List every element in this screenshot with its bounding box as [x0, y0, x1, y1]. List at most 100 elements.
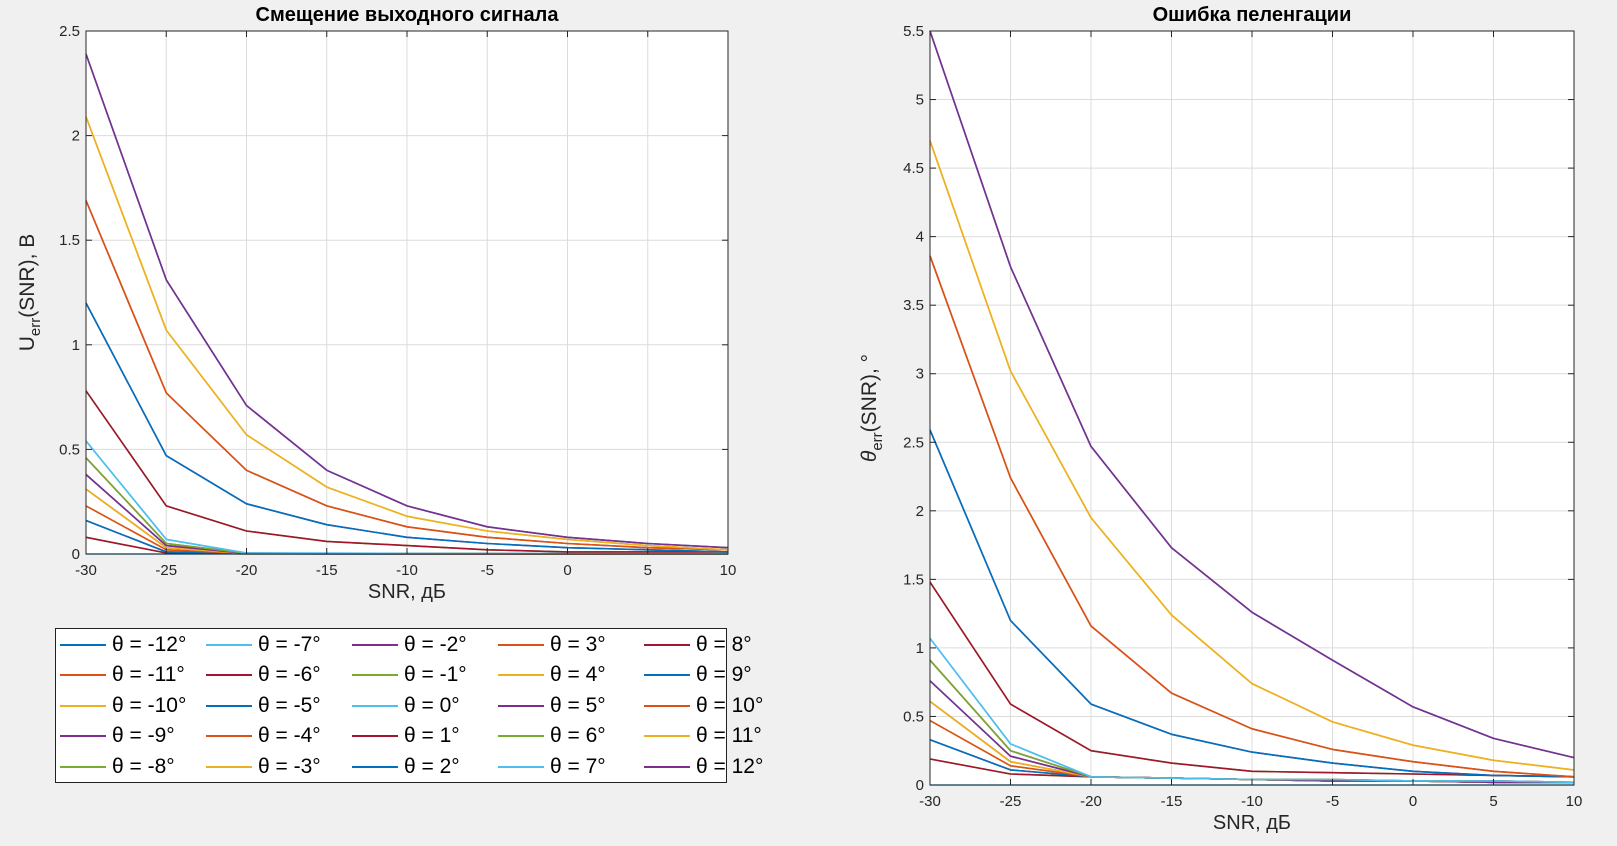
- y-axis-label: Uerr(SNR), В: [16, 234, 44, 352]
- legend-label: θ = 7°: [550, 754, 606, 778]
- legend-label: θ = -7°: [258, 632, 321, 656]
- legend-swatch: [60, 735, 106, 737]
- series-line: [85, 390, 728, 553]
- x-tick-label: 5: [644, 562, 652, 579]
- x-tick-label: -20: [236, 562, 258, 579]
- x-tick-label: -30: [919, 793, 941, 810]
- legend-item: θ = 3°: [498, 629, 606, 660]
- y-tick-label: 1: [916, 640, 924, 657]
- x-tick-label: 5: [1489, 793, 1497, 810]
- legend-label: θ = -1°: [404, 663, 467, 686]
- legend-label: θ = 5°: [550, 693, 606, 717]
- legend-item: θ = -1°: [352, 660, 467, 691]
- legend-label: θ = -8°: [112, 754, 175, 778]
- legend-item: θ = -11°: [60, 660, 185, 691]
- y-tick-label: 1.5: [903, 571, 924, 588]
- legend-item: θ = 2°: [352, 751, 460, 782]
- legend-item: θ = 6°: [498, 721, 606, 752]
- series-line: [929, 581, 1575, 778]
- legend-item: θ = -2°: [352, 629, 467, 660]
- legend-swatch: [60, 704, 106, 707]
- y-tick-label: 1: [72, 337, 80, 354]
- y-axis-label-rest: (SNR), °: [858, 354, 881, 432]
- legend-label: θ = 12°: [696, 754, 764, 778]
- legend-swatch: [498, 735, 544, 737]
- legend-item: θ = 9°: [644, 660, 752, 691]
- x-tick-label: -15: [1161, 793, 1183, 810]
- x-axis-label: SNR, дБ: [1213, 812, 1291, 834]
- x-tick-label: -25: [1000, 793, 1022, 810]
- x-tick-label: -25: [155, 562, 177, 579]
- legend-swatch: [644, 765, 690, 768]
- legend-item: θ = -4°: [206, 721, 321, 752]
- legend-label: θ = -5°: [258, 693, 321, 717]
- legend-swatch: [206, 674, 252, 676]
- y-tick-label: 2: [916, 503, 924, 520]
- x-tick-label: 0: [1409, 793, 1417, 810]
- legend-swatch: [206, 643, 252, 646]
- series-line: [929, 140, 1575, 771]
- series-line: [929, 429, 1575, 778]
- legend-swatch: [206, 704, 252, 707]
- legend-item: θ = 1°: [352, 721, 460, 752]
- series-line: [85, 200, 729, 551]
- legend-label: θ = 3°: [550, 632, 606, 656]
- y-tick-label: 3: [916, 366, 924, 383]
- y-tick-label: 0: [72, 546, 80, 563]
- y-tick-label: 0.5: [59, 441, 80, 458]
- legend-swatch: [60, 765, 106, 768]
- legend-label: θ = 8°: [696, 632, 752, 656]
- x-tick-label: -10: [1241, 793, 1263, 810]
- legend-item: θ = -3°: [206, 751, 321, 782]
- legend-item: θ = 0°: [352, 690, 460, 721]
- legend-swatch: [352, 765, 398, 768]
- legend-swatch: [498, 765, 544, 768]
- legend-swatch: [352, 704, 398, 707]
- chart-title: Смещение выходного сигнала: [256, 4, 560, 26]
- x-tick-label: -15: [316, 562, 338, 579]
- series-line: [85, 116, 729, 551]
- legend-label: θ = -10°: [112, 693, 187, 717]
- legend-swatch: [206, 735, 252, 737]
- series-line: [85, 302, 729, 553]
- y-axis-label-rest: (SNR), В: [16, 234, 39, 318]
- x-tick-label: 10: [1566, 793, 1583, 810]
- x-tick-label: -5: [481, 562, 494, 579]
- legend-item: θ = -9°: [60, 721, 175, 752]
- legend-label: θ = -4°: [258, 724, 321, 747]
- legend-swatch: [644, 735, 690, 737]
- y-axis-label: θerr(SNR), °: [858, 354, 886, 462]
- x-tick-label: 0: [563, 562, 571, 579]
- legend-label: θ = -2°: [404, 632, 467, 656]
- y-tick-label: 2: [72, 128, 80, 145]
- legend-item: θ = 8°: [644, 629, 752, 660]
- legend-label: θ = -11°: [112, 663, 185, 686]
- legend-item: θ = 5°: [498, 690, 606, 721]
- legend-label: θ = -12°: [112, 632, 187, 656]
- legend-item: θ = 12°: [644, 751, 763, 782]
- legend-label: θ = 11°: [696, 724, 762, 747]
- legend-item: θ = 7°: [498, 751, 606, 782]
- legend-item: θ = -8°: [60, 751, 175, 782]
- y-tick-label: 3.5: [903, 297, 924, 314]
- legend-label: θ = -9°: [112, 724, 175, 747]
- series-line: [929, 30, 1575, 759]
- legend-swatch: [498, 704, 544, 707]
- legend-label: θ = -6°: [258, 663, 321, 686]
- legend-item: θ = 4°: [498, 660, 606, 691]
- x-axis-label: SNR, дБ: [368, 581, 446, 603]
- legend-label: θ = -3°: [258, 754, 321, 778]
- y-axis-label-main: U: [16, 336, 39, 351]
- legend-label: θ = 10°: [696, 693, 764, 717]
- y-tick-label: 4.5: [903, 160, 924, 177]
- legend-item: θ = -7°: [206, 629, 321, 660]
- x-tick-label: 10: [720, 562, 737, 579]
- x-tick-label: -20: [1080, 793, 1102, 810]
- legend-label: θ = 4°: [550, 663, 606, 686]
- legend-swatch: [644, 643, 690, 646]
- y-axis-label-sub: err: [27, 318, 44, 336]
- series-line: [929, 255, 1575, 778]
- chart-1: -30 -25 -20 -15 -10 -5 0 5 10 0 0.5 1 1.5 2 2.5 Смещени…: [16, 4, 736, 603]
- y-tick-label: 2.5: [903, 434, 924, 451]
- x-tick-label: -30: [75, 562, 97, 579]
